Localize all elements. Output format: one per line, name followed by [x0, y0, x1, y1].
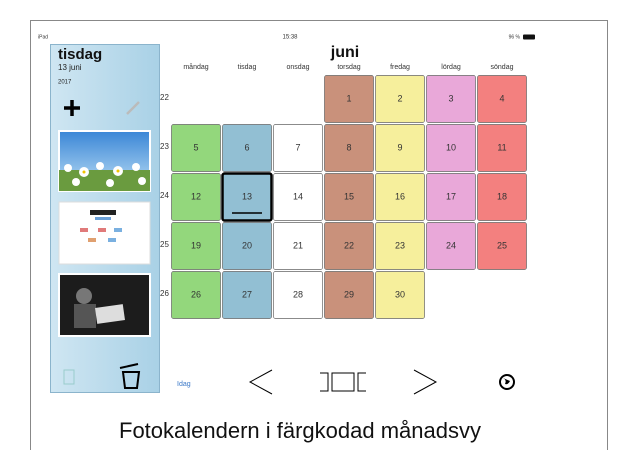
day-cell[interactable]: 12 — [172, 174, 221, 221]
day-cell[interactable]: 9 — [376, 125, 425, 172]
day-number: 13 — [242, 191, 252, 201]
photo[interactable] — [59, 274, 150, 336]
day-cell[interactable]: 13 — [223, 174, 272, 221]
day-number: 9 — [397, 142, 402, 152]
battery-icon — [523, 35, 535, 40]
photo[interactable] — [59, 202, 150, 264]
weekday-header: torsdag — [337, 64, 360, 71]
day-cell[interactable]: 27 — [223, 272, 272, 319]
week-number: 26 — [160, 289, 169, 298]
sidebar-date: 13 juni — [58, 63, 82, 72]
day-number: 3 — [448, 93, 453, 103]
day-number: 1 — [346, 93, 351, 103]
day-cell[interactable]: 16 — [376, 174, 425, 221]
day-cell[interactable]: 17 — [427, 174, 476, 221]
previous-button[interactable] — [250, 370, 272, 394]
day-cell[interactable]: 29 — [325, 272, 374, 319]
month-title: juni — [330, 44, 359, 61]
day-cell[interactable]: 26 — [172, 272, 221, 319]
day-cell[interactable]: 10 — [427, 125, 476, 172]
day-number: 8 — [346, 142, 351, 152]
day-cell[interactable]: 8 — [325, 125, 374, 172]
time: 15:38 — [282, 35, 298, 41]
day-cell[interactable]: 11 — [478, 125, 527, 172]
caption: Fotokalendern i färgkodad månadsvy — [119, 418, 481, 443]
weekday-header: tisdag — [238, 64, 257, 71]
day-number: 14 — [293, 191, 303, 201]
day-number: 24 — [446, 240, 456, 250]
day-number: 11 — [497, 142, 506, 152]
day-cell[interactable]: 6 — [223, 125, 272, 172]
day-cell[interactable]: 2 — [376, 76, 425, 123]
day-number: 22 — [344, 240, 354, 250]
sidebar-weekday: tisdag — [58, 46, 102, 63]
device: iPad — [38, 34, 48, 40]
day-cell[interactable]: 23 — [376, 223, 425, 270]
weekday-header: lördag — [441, 64, 461, 71]
day-number: 2 — [397, 93, 402, 103]
day-cell[interactable]: 30 — [376, 272, 425, 319]
day-number: 6 — [244, 142, 249, 152]
today-button[interactable]: Idag — [177, 381, 191, 388]
weekday-header: måndag — [183, 63, 208, 71]
day-cell[interactable]: 21 — [274, 223, 323, 270]
day-cell[interactable]: 22 — [325, 223, 374, 270]
day-cell[interactable]: 25 — [478, 223, 527, 270]
day-number: 4 — [499, 93, 504, 103]
day-number: 18 — [497, 191, 507, 201]
day-cell[interactable]: 7 — [274, 125, 323, 172]
day-number: 12 — [191, 191, 201, 201]
day-cell[interactable]: 15 — [325, 174, 374, 221]
day-number: 26 — [191, 289, 201, 299]
day-number: 29 — [344, 289, 354, 299]
next-button[interactable] — [414, 370, 436, 394]
weekday-header: söndag — [491, 64, 514, 71]
day-number: 17 — [446, 191, 456, 201]
day-number: 30 — [395, 289, 405, 299]
day-number: 16 — [395, 191, 405, 201]
day-number: 10 — [446, 142, 456, 152]
day-number: 25 — [497, 240, 507, 250]
battery-level: 96 % — [509, 34, 521, 40]
week-number: 24 — [160, 191, 169, 200]
sidebar-year: 2017 — [58, 80, 72, 86]
day-cell[interactable]: 4 — [478, 76, 527, 123]
day-number: 27 — [242, 289, 252, 299]
day-cell[interactable]: 20 — [223, 223, 272, 270]
day-cell[interactable]: 18 — [478, 174, 527, 221]
week-number: 22 — [160, 93, 169, 102]
day-number: 5 — [193, 142, 198, 152]
screenshot: iPad 15:38 96 % tisdag 13 juni 2017 juni… — [0, 0, 638, 450]
day-number: 15 — [344, 191, 354, 201]
photo[interactable] — [59, 131, 150, 191]
day-number: 21 — [293, 240, 303, 250]
day-cell[interactable]: 3 — [427, 76, 476, 123]
day-number: 7 — [295, 142, 300, 152]
view-toggle[interactable] — [320, 373, 366, 391]
day-number: 20 — [242, 240, 252, 250]
day-number: 28 — [293, 289, 303, 299]
day-cell[interactable]: 19 — [172, 223, 221, 270]
week-number: 23 — [160, 142, 169, 151]
day-number: 23 — [395, 240, 405, 250]
globe-button[interactable] — [500, 375, 514, 389]
day-cell[interactable]: 5 — [172, 125, 221, 172]
weekday-header: onsdag — [287, 64, 310, 71]
week-number: 25 — [160, 240, 169, 249]
day-cell[interactable]: 24 — [427, 223, 476, 270]
weekday-header: fredag — [390, 64, 410, 71]
day-number: 19 — [191, 240, 201, 250]
day-cell[interactable]: 14 — [274, 174, 323, 221]
day-cell[interactable]: 28 — [274, 272, 323, 319]
day-cell[interactable]: 1 — [325, 76, 374, 123]
